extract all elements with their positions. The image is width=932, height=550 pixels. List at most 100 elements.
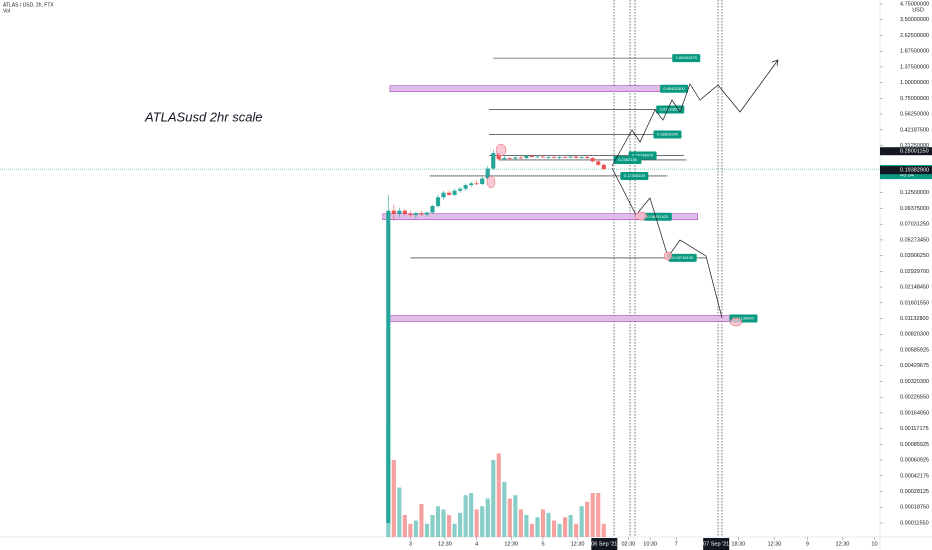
candle-body (458, 188, 463, 191)
candle-body (430, 206, 435, 213)
volume-bar (507, 498, 512, 537)
y-tick-label: 3.50000000 (900, 17, 929, 23)
volume-bar (585, 501, 590, 537)
volume-bar (391, 460, 396, 537)
up-projection (611, 59, 779, 167)
volume-bar (568, 515, 573, 537)
candle-body (507, 158, 512, 159)
time-marker-label: 06 Sep '21 (591, 541, 617, 547)
candle-body (585, 157, 590, 159)
volume-bar (535, 517, 540, 537)
candle-body (574, 156, 579, 158)
candle-body (452, 190, 457, 195)
x-tick-label: 12:30 (504, 541, 518, 547)
volume-bar (397, 487, 402, 537)
y-tick-label: 0.00429675 (900, 363, 929, 369)
volume-bar (502, 482, 507, 537)
candle-body (480, 178, 485, 185)
volume-bar (419, 504, 424, 537)
candle-body (391, 210, 396, 214)
y-tick-label: 0.09375000 (900, 206, 929, 212)
volume-bar (524, 515, 529, 537)
volume-label: Vol (3, 8, 10, 14)
volume-bar (452, 523, 457, 537)
y-tick-label: 0.01601550 (900, 300, 929, 306)
level-label-box (668, 253, 697, 262)
candle-body (579, 157, 584, 158)
candle-body (419, 213, 424, 215)
candle-body (535, 156, 540, 158)
volume-bar (402, 515, 407, 537)
y-tick-label: 0.00018750 (900, 505, 929, 511)
candle-body (524, 156, 529, 159)
annotation: ATLASusd 2hr scale (144, 109, 263, 124)
candle-body (463, 185, 468, 189)
candle-body (596, 161, 601, 165)
time-marker-box (591, 538, 618, 550)
candle-body (502, 158, 507, 160)
level-label-box (653, 130, 682, 139)
x-tick-label: 12:30 (571, 541, 585, 547)
x-tick-label: 02:30 (621, 541, 635, 547)
candle-body (386, 210, 391, 524)
price-tag-label: 0.19382900 (900, 168, 929, 174)
level-label: 0.61193650 (660, 107, 682, 112)
y-tick-label: 0.31250000 (900, 143, 929, 149)
y-tick-label: 2.62500000 (900, 33, 929, 39)
volume-bar (540, 509, 546, 537)
time-dividers (613, 0, 723, 537)
level-label: 0.25744675 (632, 153, 654, 158)
candle-body (469, 183, 474, 186)
y-tick-label: 0.00042175 (900, 473, 929, 479)
candle-body (557, 157, 562, 158)
candle-body (551, 157, 557, 158)
level-label-box (660, 84, 689, 93)
volume-bar (596, 493, 601, 537)
level-box (389, 315, 743, 322)
y-tick-label: 0.02148450 (900, 285, 929, 291)
volume-bar (579, 506, 584, 537)
candle-body (435, 197, 441, 207)
y-tick-label: 0.00028125 (900, 489, 929, 495)
currency: USD (912, 7, 924, 13)
y-tick-label: 0.01132800 (900, 316, 929, 322)
x-tick-label: 7 (675, 541, 678, 547)
volume-bar (529, 523, 535, 537)
level-box (389, 85, 679, 92)
volume-bar (601, 523, 606, 537)
level-label-box (672, 54, 701, 63)
volume-bar (469, 493, 474, 537)
candle-body (397, 210, 402, 214)
volume-bar (496, 453, 501, 537)
y-tick-label: 0.75000000 (900, 96, 929, 102)
candle-body (474, 183, 479, 185)
price-tag-label: 0.28001150 (900, 149, 929, 155)
volume-bar (485, 498, 490, 537)
volume-bar (563, 517, 568, 537)
volume-bar (424, 523, 430, 537)
arrow-head (771, 59, 779, 67)
time-marker-box (703, 538, 730, 550)
level-label: 0.03746100 (672, 255, 694, 260)
candle-body (590, 158, 595, 162)
volume-bar (590, 493, 595, 537)
x-tick-label: 12:30 (768, 541, 782, 547)
y-tick-label: 0.00117175 (900, 426, 929, 432)
x-tick-label: 18:30 (731, 541, 745, 547)
y-tick-label: 0.00226550 (900, 395, 929, 401)
y-tick-label: 0.07031250 (900, 222, 929, 228)
candle-body (446, 192, 452, 195)
y-tick-label: 0.00820300 (900, 332, 929, 338)
candle-body (518, 157, 523, 159)
x-tick-label: 9 (806, 541, 809, 547)
y-tick-label: 0.00585925 (900, 347, 929, 353)
volume-bar (474, 509, 479, 537)
volume-bar (413, 520, 418, 537)
volume-bar (557, 523, 562, 537)
volume-bar (513, 495, 518, 537)
y-tick-label: 0.12500000 (900, 190, 929, 196)
volume-bar (441, 509, 446, 537)
highlights (486, 143, 743, 327)
level-label-box (613, 155, 642, 164)
chart-title: ATLAS / USD, 2h, FTX (3, 2, 54, 8)
